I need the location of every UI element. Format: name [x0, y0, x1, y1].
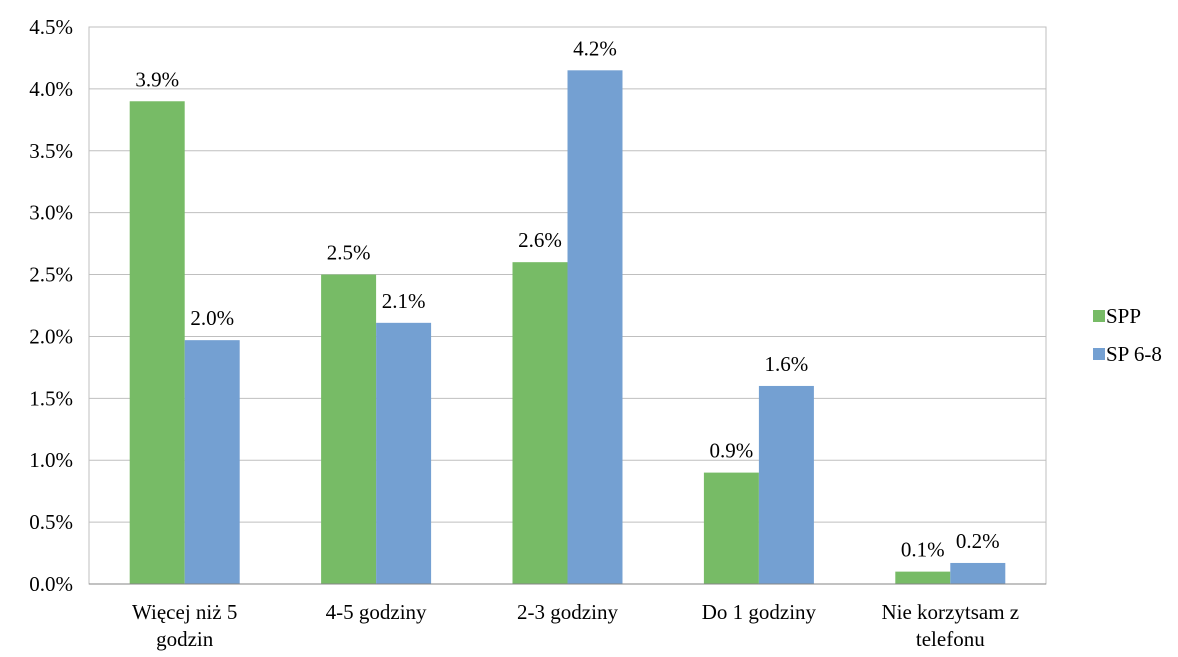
data-label: 0.2%	[956, 529, 1000, 553]
data-label: 4.2%	[573, 36, 617, 60]
x-tick-label: telefonu	[916, 627, 985, 651]
data-label: 1.6%	[765, 352, 809, 376]
data-label: 0.1%	[901, 538, 945, 562]
x-tick-label: Więcej niż 5	[132, 600, 237, 624]
bar-sp-6-8	[376, 322, 432, 584]
bar-spp	[703, 472, 759, 584]
data-label: 2.1%	[382, 289, 426, 313]
y-tick-label: 2.5%	[29, 263, 73, 287]
legend-label: SPP	[1106, 304, 1141, 328]
bar-sp-6-8	[184, 340, 240, 584]
y-tick-label: 1.0%	[29, 448, 73, 472]
x-tick-label: Do 1 godziny	[702, 600, 817, 624]
data-label: 3.9%	[135, 67, 179, 91]
legend-swatch	[1093, 310, 1105, 322]
x-tick-label: Nie korzytsam z	[881, 600, 1019, 624]
y-tick-label: 1.5%	[29, 386, 73, 410]
bar-spp	[512, 262, 568, 584]
bar-spp	[129, 101, 185, 585]
data-label: 2.6%	[518, 228, 562, 252]
bar-sp-6-8	[758, 385, 814, 584]
legend: SPP SP 6-8	[1093, 304, 1162, 366]
data-label: 0.9%	[710, 439, 754, 463]
data-labels: 3.9% 2.0% 2.5% 2.1% 2.6% 4.2% 0.9% 1.6% 0.1% 0.2%	[135, 36, 999, 561]
bar-spp	[321, 274, 377, 584]
bar-sp-6-8	[950, 562, 1006, 584]
legend-swatch	[1093, 348, 1105, 360]
y-tick-label: 4.5%	[29, 15, 73, 39]
data-label: 2.5%	[327, 241, 371, 265]
y-tick-label: 2.0%	[29, 324, 73, 348]
legend-label: SP 6-8	[1106, 342, 1162, 366]
bar-spp	[895, 571, 951, 584]
y-tick-label: 0.0%	[29, 572, 73, 596]
y-tick-label: 3.0%	[29, 201, 73, 225]
y-axis: 0.0% 0.5% 1.0% 1.5% 2.0% 2.5% 3.0% 3.5% 4.0% 4.5%	[29, 15, 73, 596]
data-label: 2.0%	[190, 306, 234, 330]
y-tick-label: 4.0%	[29, 77, 73, 101]
x-tick-label: 2-3 godziny	[517, 600, 618, 624]
y-tick-label: 3.5%	[29, 139, 73, 163]
x-tick-label: godzin	[156, 627, 214, 651]
x-axis: Więcej niż 5 godzin 4-5 godziny 2-3 godziny…	[89, 583, 1046, 651]
x-tick-label: 4-5 godziny	[326, 600, 427, 624]
bars	[129, 70, 1006, 585]
y-tick-label: 0.5%	[29, 510, 73, 534]
bar-sp-6-8	[567, 70, 623, 585]
